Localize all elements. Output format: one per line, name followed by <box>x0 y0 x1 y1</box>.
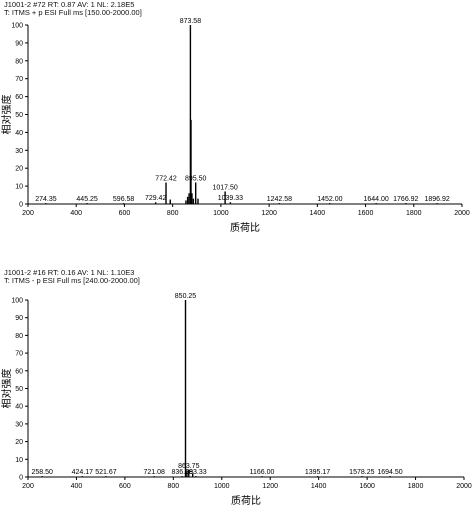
y-tick-label: 20 <box>15 439 23 446</box>
peak-label: 1896.92 <box>424 196 449 203</box>
peak-label: 836.58 <box>171 469 193 476</box>
x-tick-label: 800 <box>167 483 179 490</box>
y-tick-label: 60 <box>15 94 23 101</box>
x-tick-label: 1800 <box>408 483 424 490</box>
y-tick-label: 10 <box>15 457 23 464</box>
x-tick-label: 2000 <box>456 483 472 490</box>
peak-label: 895.50 <box>185 176 207 183</box>
mass-spectrum-chart-bottom: 0 10 20 30 40 50 60 70 80 90 100 200 400 600 800 1000 12… <box>0 293 472 507</box>
peak-label: 1395.17 <box>305 469 330 476</box>
peak-label: 1452.00 <box>317 196 342 203</box>
y-axis-title: 相对强度 <box>0 369 13 409</box>
scan-header-line1: J1001-2 #16 RT: 0.16 AV: 1 NL: 1.10E3 <box>4 268 135 277</box>
x-tick-label: 200 <box>22 483 34 490</box>
y-tick-label: 70 <box>15 351 23 358</box>
x-tick-label: 400 <box>71 483 83 490</box>
x-tick-label: 1200 <box>262 483 278 490</box>
y-tick-label: 60 <box>15 368 23 375</box>
x-tick-label: 600 <box>119 210 131 217</box>
y-tick-label: 80 <box>15 333 23 340</box>
scan-header-line1: J1001-2 #72 RT: 0.87 AV: 1 NL: 2.18E5 <box>4 0 135 9</box>
y-tick-label: 90 <box>15 315 23 322</box>
peak-label: 729.42 <box>145 195 167 202</box>
x-tick-label: 800 <box>167 210 179 217</box>
x-tick-label: 1600 <box>358 210 374 217</box>
y-tick-label: 30 <box>15 421 23 428</box>
scan-filter-line: T: ITMS + p ESI Full ms [150.00-2000.00] <box>4 8 142 17</box>
y-tick-label: 30 <box>15 148 23 155</box>
x-tick-label: 400 <box>70 210 82 217</box>
y-tick-label: 70 <box>15 76 23 83</box>
y-tick-label: 100 <box>11 298 23 305</box>
spectrum-panel-bottom: J1001-2 #16 RT: 0.16 AV: 1 NL: 1.10E3 T:… <box>0 268 474 510</box>
peak-label: 893.33 <box>185 469 207 476</box>
peak-label: 274.35 <box>35 196 57 203</box>
x-axis-title: 质荷比 <box>230 222 260 234</box>
mass-spectrum-chart-top: 0 10 20 30 40 50 60 70 80 90 100 200 400 600 800 1000 12… <box>0 18 470 234</box>
peak-label: 424.17 <box>72 469 94 476</box>
y-tick-label: 90 <box>15 40 23 47</box>
y-tick-label: 50 <box>15 112 23 119</box>
x-tick-label: 1200 <box>261 210 277 217</box>
peak-label: 521.67 <box>95 469 117 476</box>
peak-label: 863.75 <box>178 463 200 470</box>
peak-label: 1017.50 <box>212 184 237 191</box>
y-tick-label: 10 <box>15 184 23 191</box>
peak-label: 772.42 <box>155 176 177 183</box>
peak-label: 850.25 <box>175 293 197 300</box>
x-tick-label: 1000 <box>214 483 230 490</box>
y-axis-title: 相对强度 <box>0 95 13 135</box>
peak-label: 596.58 <box>113 196 135 203</box>
x-axis-title: 质荷比 <box>231 495 261 507</box>
y-tick-label: 20 <box>15 166 23 173</box>
y-tick-label: 0 <box>19 475 23 482</box>
y-tick-label: 50 <box>15 386 23 393</box>
peak-label: 445.25 <box>76 196 98 203</box>
x-tick-label: 1800 <box>406 210 422 217</box>
peak-label: 873.58 <box>180 18 202 25</box>
x-tick-label: 1400 <box>310 210 326 217</box>
spectrum-panel-top: J1001-2 #72 RT: 0.87 AV: 1 NL: 2.18E5 T:… <box>0 0 474 245</box>
y-tick-label: 40 <box>15 404 23 411</box>
x-tick-label: 600 <box>119 483 131 490</box>
peak-label: 1039.33 <box>218 195 243 202</box>
peak-label: 1644.00 <box>364 196 389 203</box>
y-tick-label: 100 <box>11 23 23 30</box>
scan-filter-line: T: ITMS - p ESI Full ms [240.00-2000.00] <box>4 276 140 285</box>
peak-label: 1578.25 <box>349 469 374 476</box>
x-tick-label: 1600 <box>359 483 375 490</box>
peak-label: 1242.58 <box>267 196 292 203</box>
peak-label: 1694.50 <box>377 469 402 476</box>
x-tick-label: 1400 <box>311 483 327 490</box>
peak-label: 1166.00 <box>250 469 275 476</box>
peak-label: 1766.92 <box>393 196 418 203</box>
x-tick-label: 2000 <box>454 210 470 217</box>
x-tick-label: 200 <box>22 210 34 217</box>
y-tick-label: 80 <box>15 58 23 65</box>
peak-label: 721.08 <box>144 469 166 476</box>
peak-label: 258.50 <box>31 469 53 476</box>
y-tick-label: 0 <box>19 202 23 209</box>
x-tick-label: 1000 <box>213 210 229 217</box>
y-tick-label: 40 <box>15 130 23 137</box>
